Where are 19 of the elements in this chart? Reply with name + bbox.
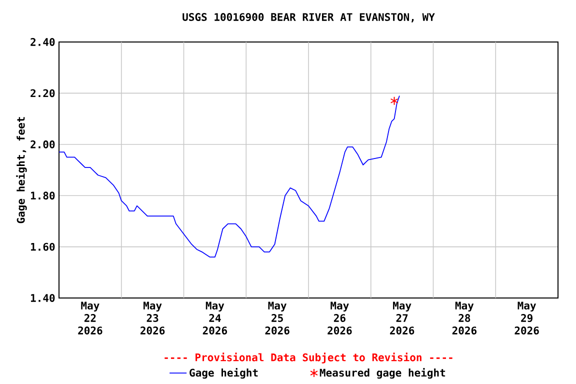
x-tick-label: May 28 2026 [452,302,477,335]
y-tick-label: 2.00 [30,140,55,148]
x-tick-label: May 26 2026 [328,302,352,335]
x-tick-label: May 23 2026 [140,302,165,335]
legend-label: Gage height [190,368,258,379]
y-tick-label: 1.40 [30,294,55,302]
y-tick-label: 2.40 [30,38,55,46]
x-tick-label: May 24 2026 [202,302,228,335]
y-tick-label: 2.20 [30,89,55,98]
y-tick-label: 1.80 [30,192,55,200]
text: ---- Provisional Data Subject to Revision ---- [164,352,452,364]
y-axis-title: Gage height, feet [16,117,27,224]
x-tick-label: May 27 2026 [390,302,414,335]
legend-label: Measured gage height [320,368,446,379]
chart-title: USGS 10016900 BEAR RIVER AT EVANSTON, WY [182,13,435,22]
x-tick-label: May 29 2026 [514,302,539,335]
x-tick-label: May 22 2026 [78,302,102,335]
x-tick-label: May 25 2026 [265,302,290,335]
y-tick-label: 1.60 [30,242,55,251]
